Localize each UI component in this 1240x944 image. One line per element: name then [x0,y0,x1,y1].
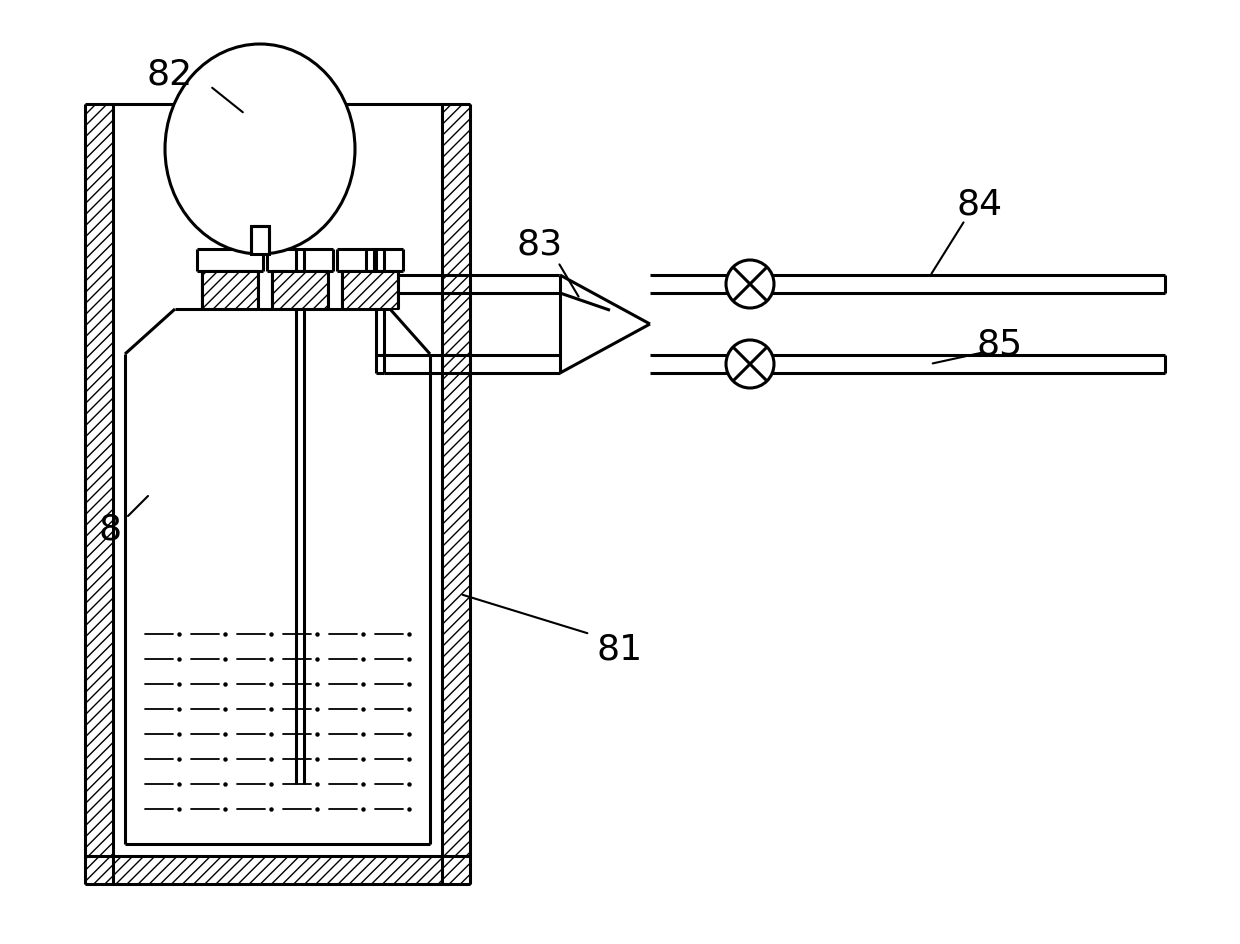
Text: 83: 83 [517,228,563,261]
Bar [272,272,329,310]
Bar [250,227,269,255]
Bar [86,105,113,885]
Text: 85: 85 [977,328,1023,362]
Polygon shape [560,276,650,374]
Ellipse shape [725,341,774,389]
Ellipse shape [165,45,355,255]
Bar [202,272,258,310]
Text: 8: 8 [98,513,122,547]
Text: 82: 82 [146,58,193,92]
Text: 84: 84 [957,188,1003,222]
Bar [441,105,470,885]
Bar [342,272,398,310]
Ellipse shape [725,261,774,309]
Bar [86,856,470,885]
Text: 81: 81 [596,632,644,666]
